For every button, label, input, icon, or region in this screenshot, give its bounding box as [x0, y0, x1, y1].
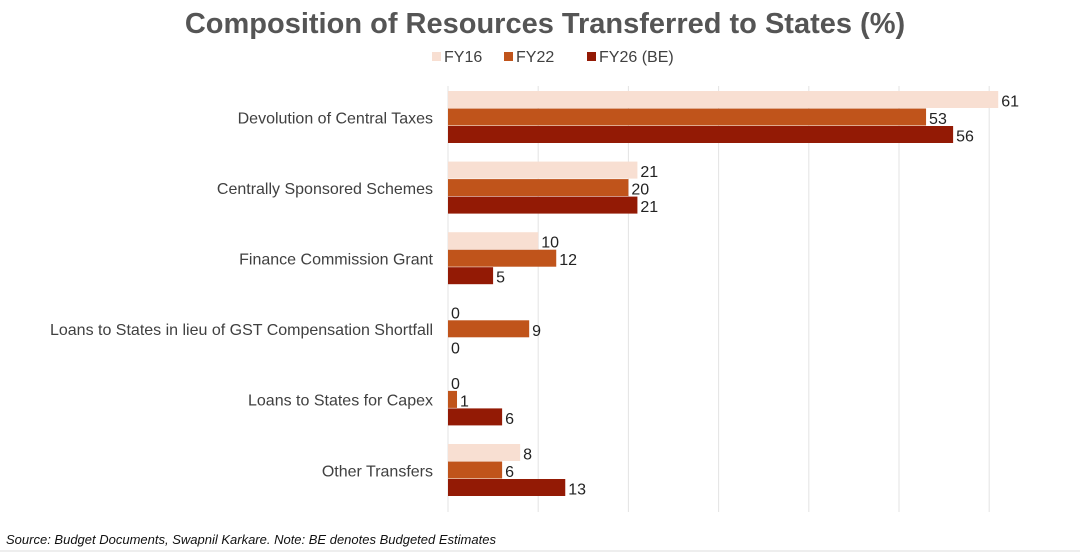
data-label: 5: [496, 270, 505, 287]
bar: [448, 161, 638, 179]
data-label: 6: [505, 411, 514, 428]
legend-label: FY26 (BE): [599, 49, 674, 66]
data-label: 8: [523, 447, 532, 464]
bar: [448, 390, 458, 408]
bar: [448, 249, 557, 267]
bar: [448, 232, 539, 250]
data-label: 0: [451, 376, 460, 393]
bar: [448, 408, 503, 426]
data-label: 13: [568, 482, 586, 499]
source-note: Source: Budget Documents, Swapnil Karkar…: [6, 532, 496, 547]
data-label: 0: [451, 340, 460, 357]
category-label: Devolution of Central Taxes: [238, 110, 433, 127]
data-label: 12: [559, 252, 577, 269]
chart-title: Composition of Resources Transferred to …: [185, 8, 905, 40]
data-label: 1: [460, 393, 469, 410]
category-label: Centrally Sponsored Schemes: [217, 181, 433, 198]
legend-label: FY22: [516, 49, 554, 66]
category-labels: Devolution of Central Taxes Centrally Spo…: [50, 110, 434, 480]
bar: [448, 320, 530, 338]
category-label: Loans to States for Capex: [248, 393, 433, 410]
data-label: 9: [532, 323, 541, 340]
data-label: 56: [956, 129, 974, 146]
legend-label: FY16: [444, 49, 482, 66]
category-label: Finance Commission Grant: [239, 251, 433, 268]
data-label: 21: [640, 164, 658, 181]
data-label: 61: [1001, 94, 1019, 111]
bar: [448, 444, 521, 461]
bar: [448, 267, 494, 285]
data-label: 20: [631, 182, 649, 199]
category-label: Loans to States in lieu of GST Compensat…: [50, 322, 433, 339]
bar: [448, 479, 566, 496]
legend-swatch: [504, 52, 513, 61]
bar: [448, 126, 954, 143]
bar: [448, 108, 927, 126]
data-label: 53: [929, 111, 947, 128]
gridlines: [447, 86, 990, 512]
data-label: 0: [451, 305, 460, 322]
legend: FY16 FY22 FY26 (BE): [432, 49, 674, 66]
bar: [448, 196, 638, 214]
legend-swatch: [432, 52, 441, 61]
bar: [448, 91, 999, 108]
data-label: 6: [505, 464, 514, 481]
bar: [448, 461, 503, 479]
bar: [448, 179, 629, 197]
category-label: Other Transfers: [322, 463, 433, 480]
legend-swatch: [587, 52, 596, 61]
data-label: 21: [640, 199, 658, 216]
data-label: 10: [541, 235, 559, 252]
